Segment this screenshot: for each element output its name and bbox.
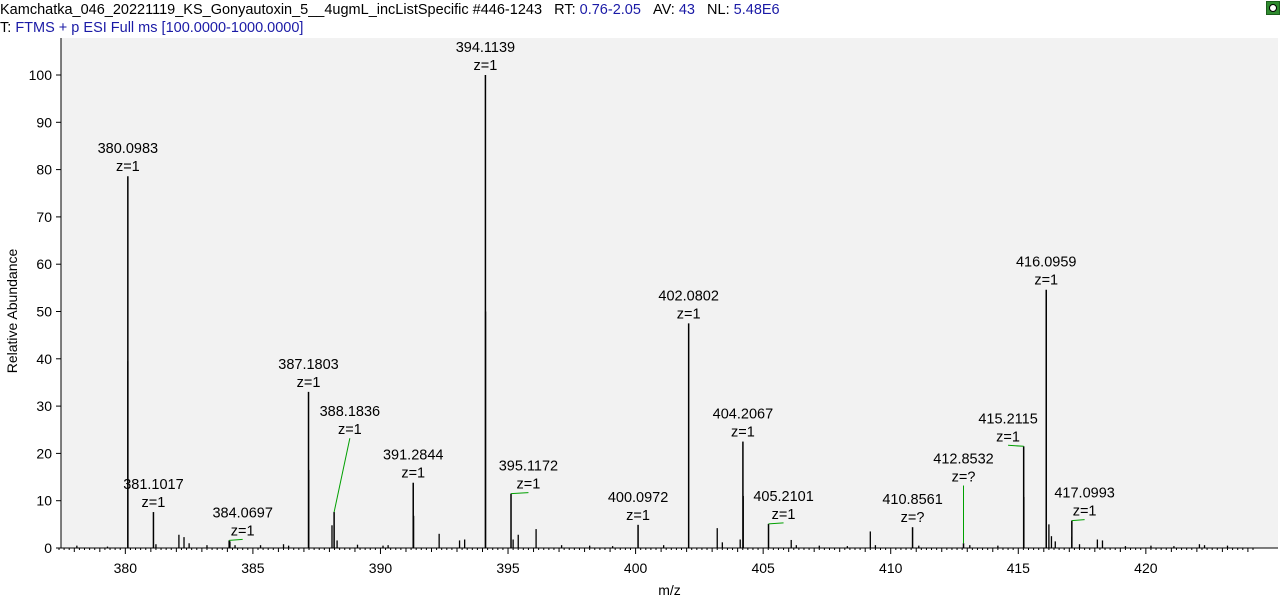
x-tick-label: 390 xyxy=(369,560,393,576)
x-axis-title: m/z xyxy=(658,582,681,598)
peak-label-leader xyxy=(768,522,784,525)
peak-charge-label: z=1 xyxy=(517,477,541,493)
y-tick-label: 90 xyxy=(36,114,52,130)
x-tick-label: 380 xyxy=(114,560,138,576)
x-tick-label: 405 xyxy=(751,560,775,576)
peak-mz-label: 388.1836 xyxy=(320,404,380,420)
peak-mz-label: 400.0972 xyxy=(608,490,668,506)
plot-area xyxy=(61,38,1278,548)
peaks xyxy=(76,75,1229,548)
nl-value: 5.48E6 xyxy=(733,2,780,18)
peak-mz-label: 380.0983 xyxy=(98,141,158,157)
peak-charge-label: z=1 xyxy=(1073,504,1097,520)
scan-filter-header: T: FTMS + p ESI Full ms [100.0000-1000.0… xyxy=(0,19,303,37)
peak-charge-label: z=1 xyxy=(231,523,255,539)
peak-charge-label: z=1 xyxy=(297,375,321,391)
x-tick-label: 415 xyxy=(1007,560,1031,576)
y-tick-label: 80 xyxy=(36,162,52,178)
peak-charge-label: z=1 xyxy=(772,507,796,523)
raw-file-name: Kamchatka_046_20221119_KS_Gonyautoxin_5_… xyxy=(0,2,469,18)
peak-charge-label: z=1 xyxy=(338,422,362,438)
y-tick-label: 70 xyxy=(36,209,52,225)
peak-mz-label: 410.8561 xyxy=(882,492,942,508)
x-tick-label: 400 xyxy=(624,560,648,576)
rt-label: RT: xyxy=(554,2,576,18)
peak-charge-label: z=1 xyxy=(626,508,650,524)
y-axis-title: Relative Abundance xyxy=(4,249,20,374)
peak-charge-label: z=1 xyxy=(677,306,701,322)
peak-mz-label: 405.2101 xyxy=(753,489,813,505)
peak-charge-label: z=1 xyxy=(474,58,498,74)
peak-mz-label: 416.0959 xyxy=(1016,255,1076,271)
scan-range: #446-1243 xyxy=(472,2,543,18)
peak-label-leader xyxy=(1008,444,1024,447)
peak-mz-label: 412.8532 xyxy=(933,452,993,468)
pin-icon[interactable] xyxy=(1266,1,1280,15)
peak-charge-label: z=1 xyxy=(996,429,1020,445)
peak-charge-label: z=? xyxy=(901,510,925,526)
y-tick-label: 10 xyxy=(36,493,52,509)
peak-label-leader xyxy=(229,538,243,541)
y-tick-label: 50 xyxy=(36,304,52,320)
raw-file-header: Kamchatka_046_20221119_KS_Gonyautoxin_5_… xyxy=(0,1,780,19)
peak-label-leader xyxy=(510,492,529,495)
peak-charge-label: z=1 xyxy=(142,495,166,511)
axis-ticks: 0 10 20 30 40 50 60 70 80 90 100 380 385 390 395 400 405… xyxy=(29,67,1254,576)
filter-label: T: xyxy=(0,20,12,36)
peak-mz-label: 384.0697 xyxy=(212,505,272,521)
av-value: 43 xyxy=(678,2,695,18)
peak-charge-label: z=1 xyxy=(731,425,755,441)
peak-mz-label: 394.1139 xyxy=(456,40,515,56)
peak-mz-label: 381.1017 xyxy=(123,477,183,493)
y-tick-label: 60 xyxy=(36,256,52,272)
peak-mz-label: 417.0993 xyxy=(1054,486,1114,502)
peak-mz-label: 402.0802 xyxy=(658,288,718,304)
x-tick-label: 385 xyxy=(241,560,265,576)
x-tick-label: 395 xyxy=(496,560,520,576)
peak-label-leader xyxy=(1071,519,1085,522)
peak-label-leader xyxy=(333,438,351,513)
y-tick-label: 30 xyxy=(36,398,52,414)
y-tick-label: 20 xyxy=(36,445,52,461)
rt-value: 0.76-2.05 xyxy=(579,2,641,18)
av-label: AV: xyxy=(653,2,675,18)
y-tick-label: 40 xyxy=(36,351,52,367)
peak-charge-label: z=1 xyxy=(116,159,140,175)
peak-mz-label: 387.1803 xyxy=(278,357,338,373)
peak-charge-label: z=? xyxy=(952,470,976,486)
peak-mz-label: 404.2067 xyxy=(713,407,773,423)
x-tick-label: 410 xyxy=(879,560,903,576)
peak-mz-label: 391.2844 xyxy=(383,448,443,464)
peak-mz-label: 395.1172 xyxy=(499,459,558,475)
peak-charge-label: z=1 xyxy=(1034,273,1058,289)
peak-mz-label: 415.2115 xyxy=(978,411,1037,427)
y-tick-label: 100 xyxy=(29,67,53,83)
peak-charge-label: z=1 xyxy=(401,466,425,482)
y-tick-label: 0 xyxy=(44,540,52,556)
nl-label: NL: xyxy=(707,2,730,18)
peak-labels: 380.0983 z=1 381.1017 z=1 384.0697 z=1 387.180… xyxy=(98,40,1115,544)
filter-value: FTMS + p ESI Full ms [100.0000-1000.0000… xyxy=(15,20,304,36)
x-tick-label: 420 xyxy=(1134,560,1158,576)
